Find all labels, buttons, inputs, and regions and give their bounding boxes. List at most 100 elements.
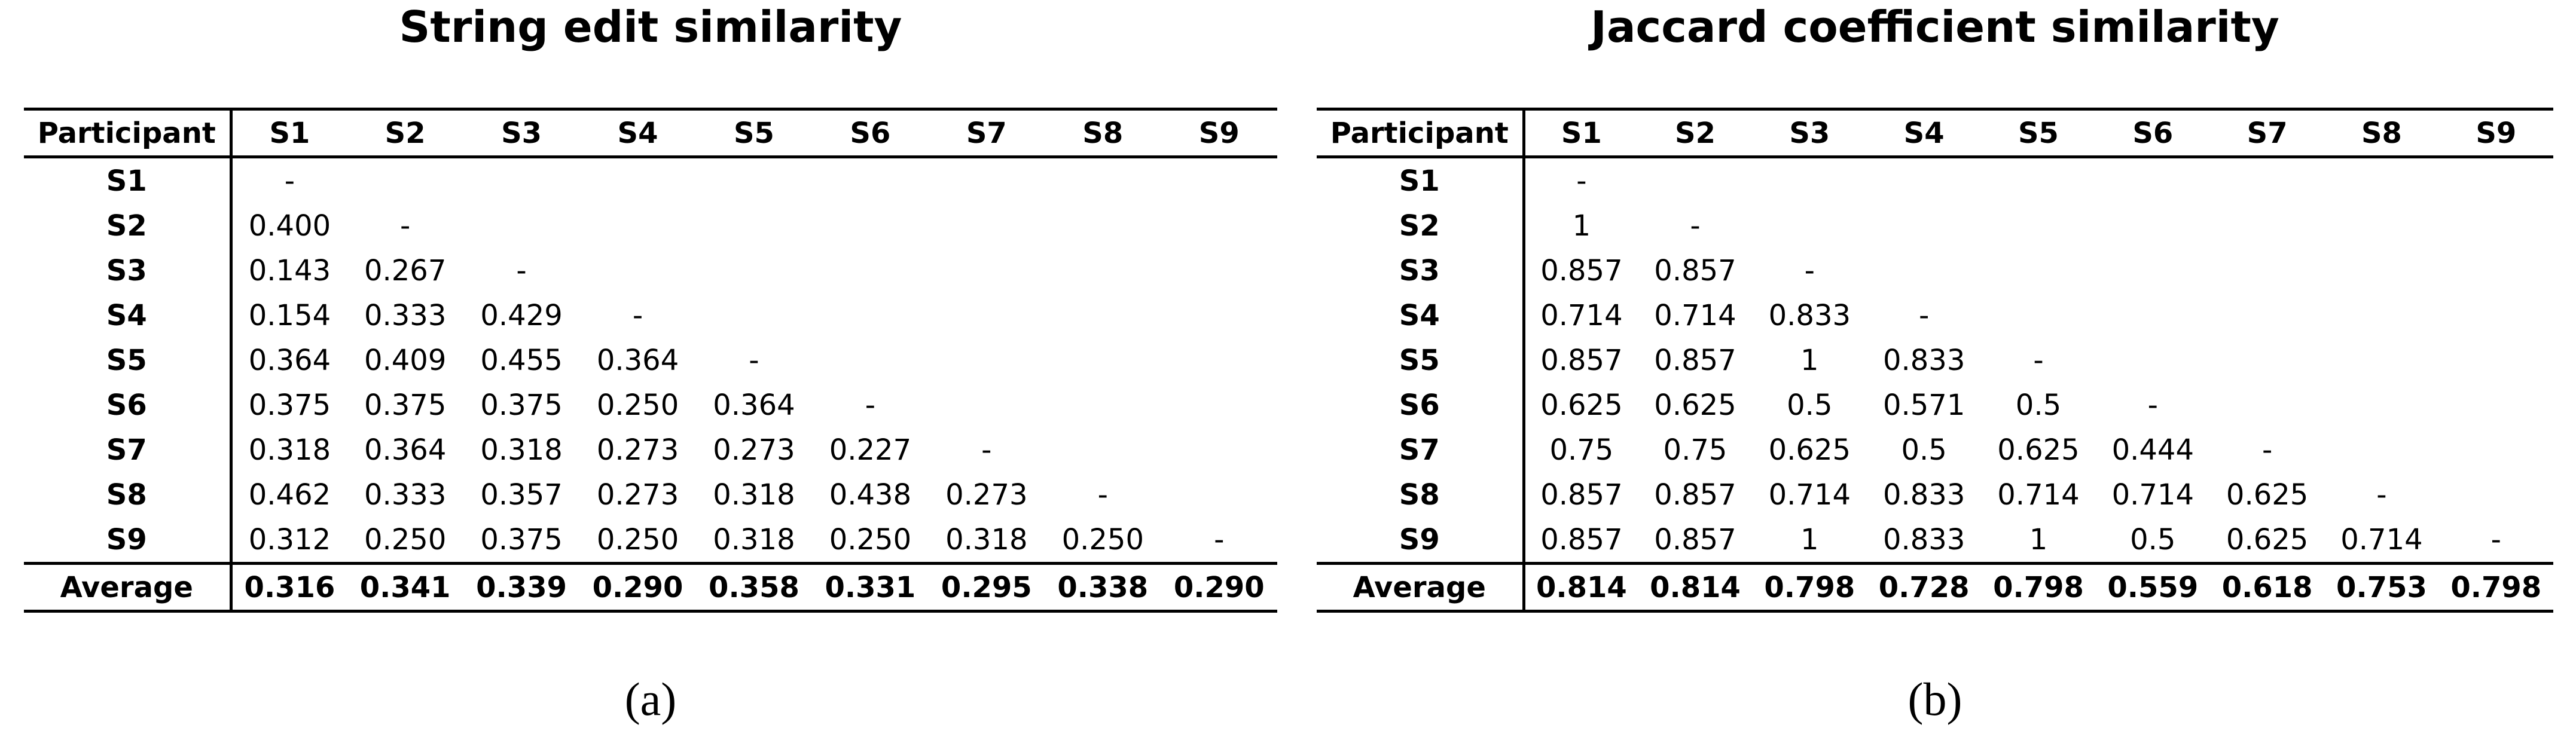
- table-cell: 0.714: [1768, 478, 1851, 512]
- panel-caption: (b): [1907, 673, 1962, 725]
- table-cell: 0.625: [2226, 522, 2309, 556]
- table-cell: [1161, 383, 1278, 427]
- table-cell: 0.857: [1654, 343, 1736, 377]
- table-cell: [2096, 248, 2210, 293]
- column-header: S6: [2095, 108, 2210, 158]
- table-cell: 0.857: [1540, 478, 1623, 512]
- table-cell: 0.625: [1997, 433, 2080, 467]
- table-cell: 0.5: [2015, 388, 2062, 422]
- table-cell: [1045, 427, 1161, 472]
- table-cell: [1161, 338, 1278, 383]
- table-cell: [1045, 293, 1161, 338]
- row-header: S9: [24, 517, 233, 564]
- table-row: S7 0.75 0.75 0.625 0.5 0.625 0.444 -: [1317, 427, 2553, 472]
- table-cell: [1867, 248, 1981, 293]
- table-cell: -: [2033, 343, 2044, 377]
- table-cell: -: [981, 433, 992, 467]
- similarity-table: Participant S1 S2 S3 S4 S5 S6 S7 S8 S9 S1- S2 0.400…: [24, 108, 1277, 613]
- table-cell: [2439, 248, 2553, 293]
- table-cell: [2210, 157, 2324, 204]
- table-cell: 0.5: [1787, 388, 1833, 422]
- panel-title: String edit similarity: [399, 2, 902, 52]
- row-header: S8: [24, 472, 233, 517]
- table-cell: [2324, 427, 2438, 472]
- average-cell: 0.290: [1161, 562, 1277, 613]
- column-header: S2: [1638, 108, 1753, 158]
- column-header: S7: [2209, 108, 2325, 158]
- table-cell: [929, 383, 1045, 427]
- table-cell: 0.364: [364, 433, 447, 467]
- table-cell: [2439, 427, 2553, 472]
- table-cell: 0.571: [1882, 388, 1965, 422]
- table-cell: 0.462: [248, 478, 331, 512]
- row-header: S3: [1317, 248, 1525, 293]
- average-row: Average 0.316 0.341 0.339 0.290 0.358 0.331 0.2…: [24, 562, 1277, 613]
- table-cell: [812, 248, 928, 293]
- table-cell: [929, 293, 1045, 338]
- table-cell: 0.857: [1654, 522, 1736, 556]
- average-cell: 0.339: [463, 562, 580, 613]
- table-cell: 0.75: [1663, 433, 1727, 467]
- table-cell: [1981, 157, 2095, 204]
- table-cell: 0.375: [480, 388, 563, 422]
- table-cell: 0.364: [248, 343, 331, 377]
- average-cell: 0.559: [2095, 562, 2210, 613]
- table-cell: 0.227: [829, 433, 912, 467]
- table-cell: [579, 248, 695, 293]
- table-cell: 0.375: [248, 388, 331, 422]
- table-cell: [2210, 203, 2324, 248]
- table-cell: [929, 338, 1045, 383]
- table-cell: [1045, 157, 1161, 204]
- similarity-table: Participant S1 S2 S3 S4 S5 S6 S7 S8 S9 S1- S2 1- S3 0…: [1317, 108, 2553, 613]
- table-cell: 0.625: [2226, 478, 2309, 512]
- table-row: S9 0.312 0.250 0.375 0.250 0.318 0.250 0.318 0.2…: [24, 517, 1277, 564]
- table-cell: 0.714: [1540, 298, 1623, 332]
- table-cell: [1981, 293, 2095, 338]
- table-row: S1 -: [24, 157, 1277, 204]
- table-cell: [696, 203, 812, 248]
- table-cell: -: [865, 388, 876, 422]
- table-row: S2 0.400 -: [24, 203, 1277, 248]
- average-row: Average 0.814 0.814 0.798 0.728 0.798 0.559 0.6…: [1317, 562, 2553, 613]
- table-row: S1 -: [1317, 157, 2553, 204]
- participant-header: Participant: [24, 108, 233, 158]
- table-cell: [696, 248, 812, 293]
- table-cell: [1981, 248, 2095, 293]
- column-header: S3: [463, 108, 580, 158]
- table-cell: [1161, 248, 1278, 293]
- table-cell: [347, 157, 463, 204]
- table-row: S5 0.857 0.857 1 0.833 -: [1317, 338, 2553, 383]
- row-header: S6: [24, 383, 233, 427]
- table-cell: [579, 157, 695, 204]
- average-cell: 0.728: [1866, 562, 1982, 613]
- table-cell: [2439, 157, 2553, 204]
- table-cell: -: [749, 343, 759, 377]
- table-cell: [2324, 338, 2438, 383]
- table-cell: 0.318: [480, 433, 563, 467]
- average-cell: 0.290: [579, 562, 696, 613]
- table-cell: [929, 157, 1045, 204]
- header-row: Participant S1 S2 S3 S4 S5 S6 S7 S8 S9: [1317, 108, 2553, 158]
- table-cell: 0.375: [480, 522, 563, 556]
- table-cell: 0.857: [1540, 253, 1623, 288]
- table-row: S8 0.857 0.857 0.714 0.833 0.714 0.714 0.625 -: [1317, 472, 2553, 517]
- table-cell: 0.312: [248, 522, 331, 556]
- average-cell: 0.814: [1524, 562, 1638, 613]
- table-cell: [2324, 157, 2438, 204]
- table-cell: 0.857: [1654, 253, 1736, 288]
- table-cell: 0.438: [829, 478, 912, 512]
- column-header: S6: [812, 108, 929, 158]
- column-header: S1: [231, 108, 347, 158]
- participant-header: Participant: [1317, 108, 1525, 158]
- table-cell: 0.625: [1768, 433, 1851, 467]
- average-cell: 0.798: [1752, 562, 1867, 613]
- column-header: S8: [2324, 108, 2439, 158]
- column-header: S9: [2438, 108, 2553, 158]
- table-cell: -: [1918, 298, 1930, 332]
- row-header: S6: [1317, 383, 1525, 427]
- table-row: S3 0.143 0.267 -: [24, 248, 1277, 293]
- table-cell: 0.714: [1997, 478, 2080, 512]
- table-cell: [2210, 383, 2324, 427]
- table-cell: [812, 203, 928, 248]
- average-cell: 0.331: [812, 562, 929, 613]
